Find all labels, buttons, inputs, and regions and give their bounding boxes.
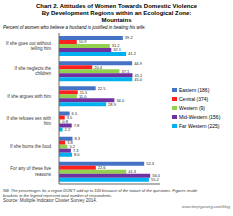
svg-text:8.0: 8.0 bbox=[74, 152, 80, 157]
svg-text:If she burns the food: If she burns the food bbox=[10, 144, 52, 149]
html-text:Far Western (225): Far Western (225) bbox=[179, 122, 220, 129]
svg-text:For any of these fivereasons: For any of these fivereasons bbox=[10, 166, 52, 176]
svg-text:7.3: 7.3 bbox=[72, 148, 79, 154]
svg-text:If she refuses sex withhim: If she refuses sex withhim bbox=[8, 116, 51, 126]
html-text:Chart 2. Attitudes of Women To: Chart 2. Attitudes of Women Towards Dome… bbox=[35, 3, 198, 9]
svg-text:If she argues with him: If she argues with him bbox=[8, 94, 51, 99]
svg-text:41.2: 41.2 bbox=[128, 51, 137, 56]
svg-text:20.4: 20.4 bbox=[94, 65, 103, 70]
svg-text:11.5: 11.5 bbox=[79, 89, 88, 95]
svg-text:6.5: 6.5 bbox=[72, 111, 78, 116]
html-text:Western (9): Western (9) bbox=[179, 104, 205, 111]
svg-text:3.8: 3.8 bbox=[67, 140, 73, 146]
svg-text:22.6: 22.6 bbox=[98, 165, 107, 170]
svg-text:7.8: 7.8 bbox=[74, 123, 80, 128]
svg-text:44.9: 44.9 bbox=[134, 61, 143, 66]
svg-text:32.1: 32.1 bbox=[113, 47, 122, 52]
svg-text:56.0: 56.0 bbox=[152, 173, 160, 179]
html-text:Mid-Western (156): Mid-Western (156) bbox=[179, 113, 221, 120]
html-text:Eastern (186): Eastern (186) bbox=[179, 86, 210, 93]
html-text:Mountains: Mountains bbox=[101, 17, 132, 23]
svg-text:10.9: 10.9 bbox=[79, 39, 88, 44]
svg-text:52.3: 52.3 bbox=[146, 161, 155, 166]
svg-text:45.1: 45.1 bbox=[134, 72, 143, 78]
html-text:Percent of women who believe a: Percent of women who believe a husband i… bbox=[3, 25, 146, 30]
svg-text:28.9: 28.9 bbox=[108, 102, 117, 107]
html-text:Source: Multiple Indicator Clu: Source: Multiple Indicator Cluster Surve… bbox=[3, 198, 97, 203]
svg-text:If she goes out withouttelling: If she goes out withouttelling him bbox=[8, 41, 52, 51]
svg-text:45.0: 45.0 bbox=[134, 77, 143, 82]
svg-text:5.2: 5.2 bbox=[69, 144, 75, 150]
svg-text:34.0: 34.0 bbox=[116, 98, 125, 103]
svg-text:If she neglects thechildren: If she neglects thechildren bbox=[14, 66, 51, 76]
svg-text:8.3: 8.3 bbox=[75, 136, 81, 141]
svg-text:2.2: 2.2 bbox=[65, 127, 71, 132]
svg-text:55.2: 55.2 bbox=[151, 177, 160, 182]
html-text:www.dorjegurung.com/blog: www.dorjegurung.com/blog bbox=[181, 204, 230, 209]
html-text:Central (374): Central (374) bbox=[179, 95, 209, 102]
svg-text:31.2: 31.2 bbox=[111, 43, 120, 49]
svg-text:39.2: 39.2 bbox=[125, 35, 134, 40]
svg-text:3.5: 3.5 bbox=[66, 114, 73, 120]
svg-text:22.5: 22.5 bbox=[98, 86, 107, 91]
svg-text:11.0: 11.0 bbox=[79, 94, 87, 99]
svg-text:37.1: 37.1 bbox=[121, 69, 130, 74]
html-text:NB: The percentages for a regi: NB: The percentages for a region DON'T a… bbox=[3, 188, 198, 198]
svg-text:0.8: 0.8 bbox=[62, 119, 68, 124]
svg-text:41.3: 41.3 bbox=[128, 169, 137, 174]
html-text:By Development Regions within: By Development Regions within an Ecologi… bbox=[41, 10, 192, 16]
